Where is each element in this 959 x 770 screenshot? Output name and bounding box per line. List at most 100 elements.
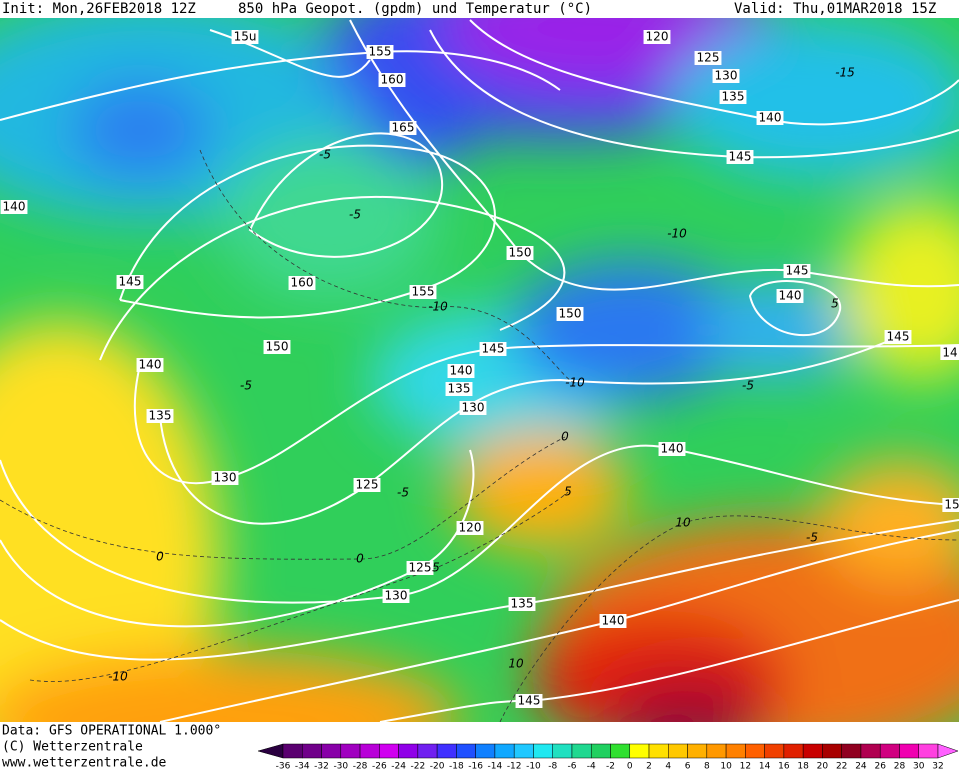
contour-label: 145 [887,330,910,344]
map-title: 850 hPa Geopot. (gpdm) und Temperatur (°… [238,1,592,17]
contour-label: 160 [291,276,314,290]
contour-label-box [556,307,584,321]
contour-label: 145 [518,694,541,708]
colorbar-tick-label: 10 [720,762,732,770]
data-source: Data: GFS OPERATIONAL 1.000° [2,724,221,739]
colorbar-tick-label: 28 [894,762,906,770]
contour-label-box [940,346,959,360]
colorbar-tick-label: 0 [627,762,633,770]
valid-time: Valid: Thu,01MAR2018 15Z [734,1,936,17]
contour-label-box [459,401,487,415]
colorbar-tick-label: -16 [468,762,483,770]
contour-label: 125 [356,478,379,492]
colorbar-swatch [513,743,534,759]
colorbar-tick-label: -4 [587,762,596,770]
colorbar-tick-label: 8 [704,762,710,770]
contour-label: 14 [942,346,957,360]
temperature-label: 0 [561,430,569,444]
colorbar-swatch [340,743,361,759]
contour-label-box [515,694,543,708]
contour-label: 125 [409,561,432,575]
temperature-label: -5 [319,148,331,162]
colorbar-swatch [436,743,457,759]
temperature-label: -10 [565,376,585,390]
contour-label-box [456,521,484,535]
colorbar-tick-label: -6 [567,762,576,770]
temperature-label: -5 [349,208,361,222]
colorbar-swatch [302,743,322,759]
colorbar-tick-label: 12 [740,762,751,770]
colorbar-swatch [783,743,804,759]
colorbar-swatch [764,743,785,759]
contour-label: 130 [715,69,738,83]
colorbar-swatch [552,743,573,759]
colorbar-tick-label: -18 [449,762,464,770]
contour-label: 145 [729,150,752,164]
contour-label-box [479,342,507,356]
temperature-label: 10 [508,657,524,671]
contour-label: 140 [759,111,782,125]
colorbar-tick-label: -12 [507,762,522,770]
colorbar-tick-label: -28 [353,762,368,770]
temperature-label: -15 [835,66,855,80]
contour-label-box [146,409,174,423]
colorbar-swatch [918,743,939,759]
contour-label: 165 [392,121,415,135]
temperature-label: -10 [428,300,448,314]
colorbar-tick-label: 30 [913,762,925,770]
colorbar-swatch [879,743,900,759]
contour-label: 125 [697,51,720,65]
contour-label-box [231,30,259,44]
contour-label: 145 [119,275,142,289]
temperature-label: -5 [397,486,409,500]
colorbar-swatch [706,743,727,759]
contour-label: 155 [412,285,435,299]
contour-label: 145 [482,342,505,356]
contour-label-box [508,597,536,611]
contour-label-box [406,561,434,575]
contour-label-box [694,51,722,65]
colorbar-swatch [822,743,842,759]
contour-label: 140 [139,358,162,372]
colorbar-swatch [379,743,399,759]
colorbar-swatch [629,743,650,759]
contour-label-box [643,30,671,44]
contour-label-box [712,69,740,83]
contour-label-box [263,340,291,354]
temperature-label: 10 [675,516,691,530]
colorbar-tick-label: 2 [646,762,652,770]
contour-label: 130 [214,471,237,485]
contour-label-box [353,478,381,492]
contour-labels: 15u1551601651201251301351401451401501601… [0,30,959,708]
contour-label-box [116,275,144,289]
copyright: (C) Wetterzentrale [2,740,143,755]
contour-label: 15 [944,498,959,512]
colorbar-swatch [417,743,438,759]
contour-label: 140 [661,442,684,456]
contour-label: 130 [462,401,485,415]
contour-label: 150 [509,246,532,260]
contour-label: 140 [3,200,26,214]
contour-label-box [382,589,410,603]
temperature-label: -5 [240,379,252,393]
colorbar-tick-label: -34 [295,762,310,770]
contour-label: 135 [722,90,745,104]
colorbar-swatch [321,743,342,759]
contour-label: 140 [779,289,802,303]
contour-label: 135 [149,409,172,423]
contour-label-box [0,200,28,214]
colorbar-tick-label: -10 [526,762,541,770]
contour-label-box [409,285,437,299]
contour-label-box [719,90,747,104]
temperature-label: 0 [156,550,164,564]
temperature-label: 5 [831,297,839,311]
colorbar-tick-label: 22 [836,762,847,770]
colorbar-swatch [494,743,515,759]
colorbar-swatch [533,743,553,759]
contour-label: 15u [234,30,257,44]
contour-label-box [378,73,406,87]
contour-label: 155 [369,45,392,59]
contour-label: 150 [266,340,289,354]
contour-label-box [389,121,417,135]
contour-label-box [776,289,804,303]
